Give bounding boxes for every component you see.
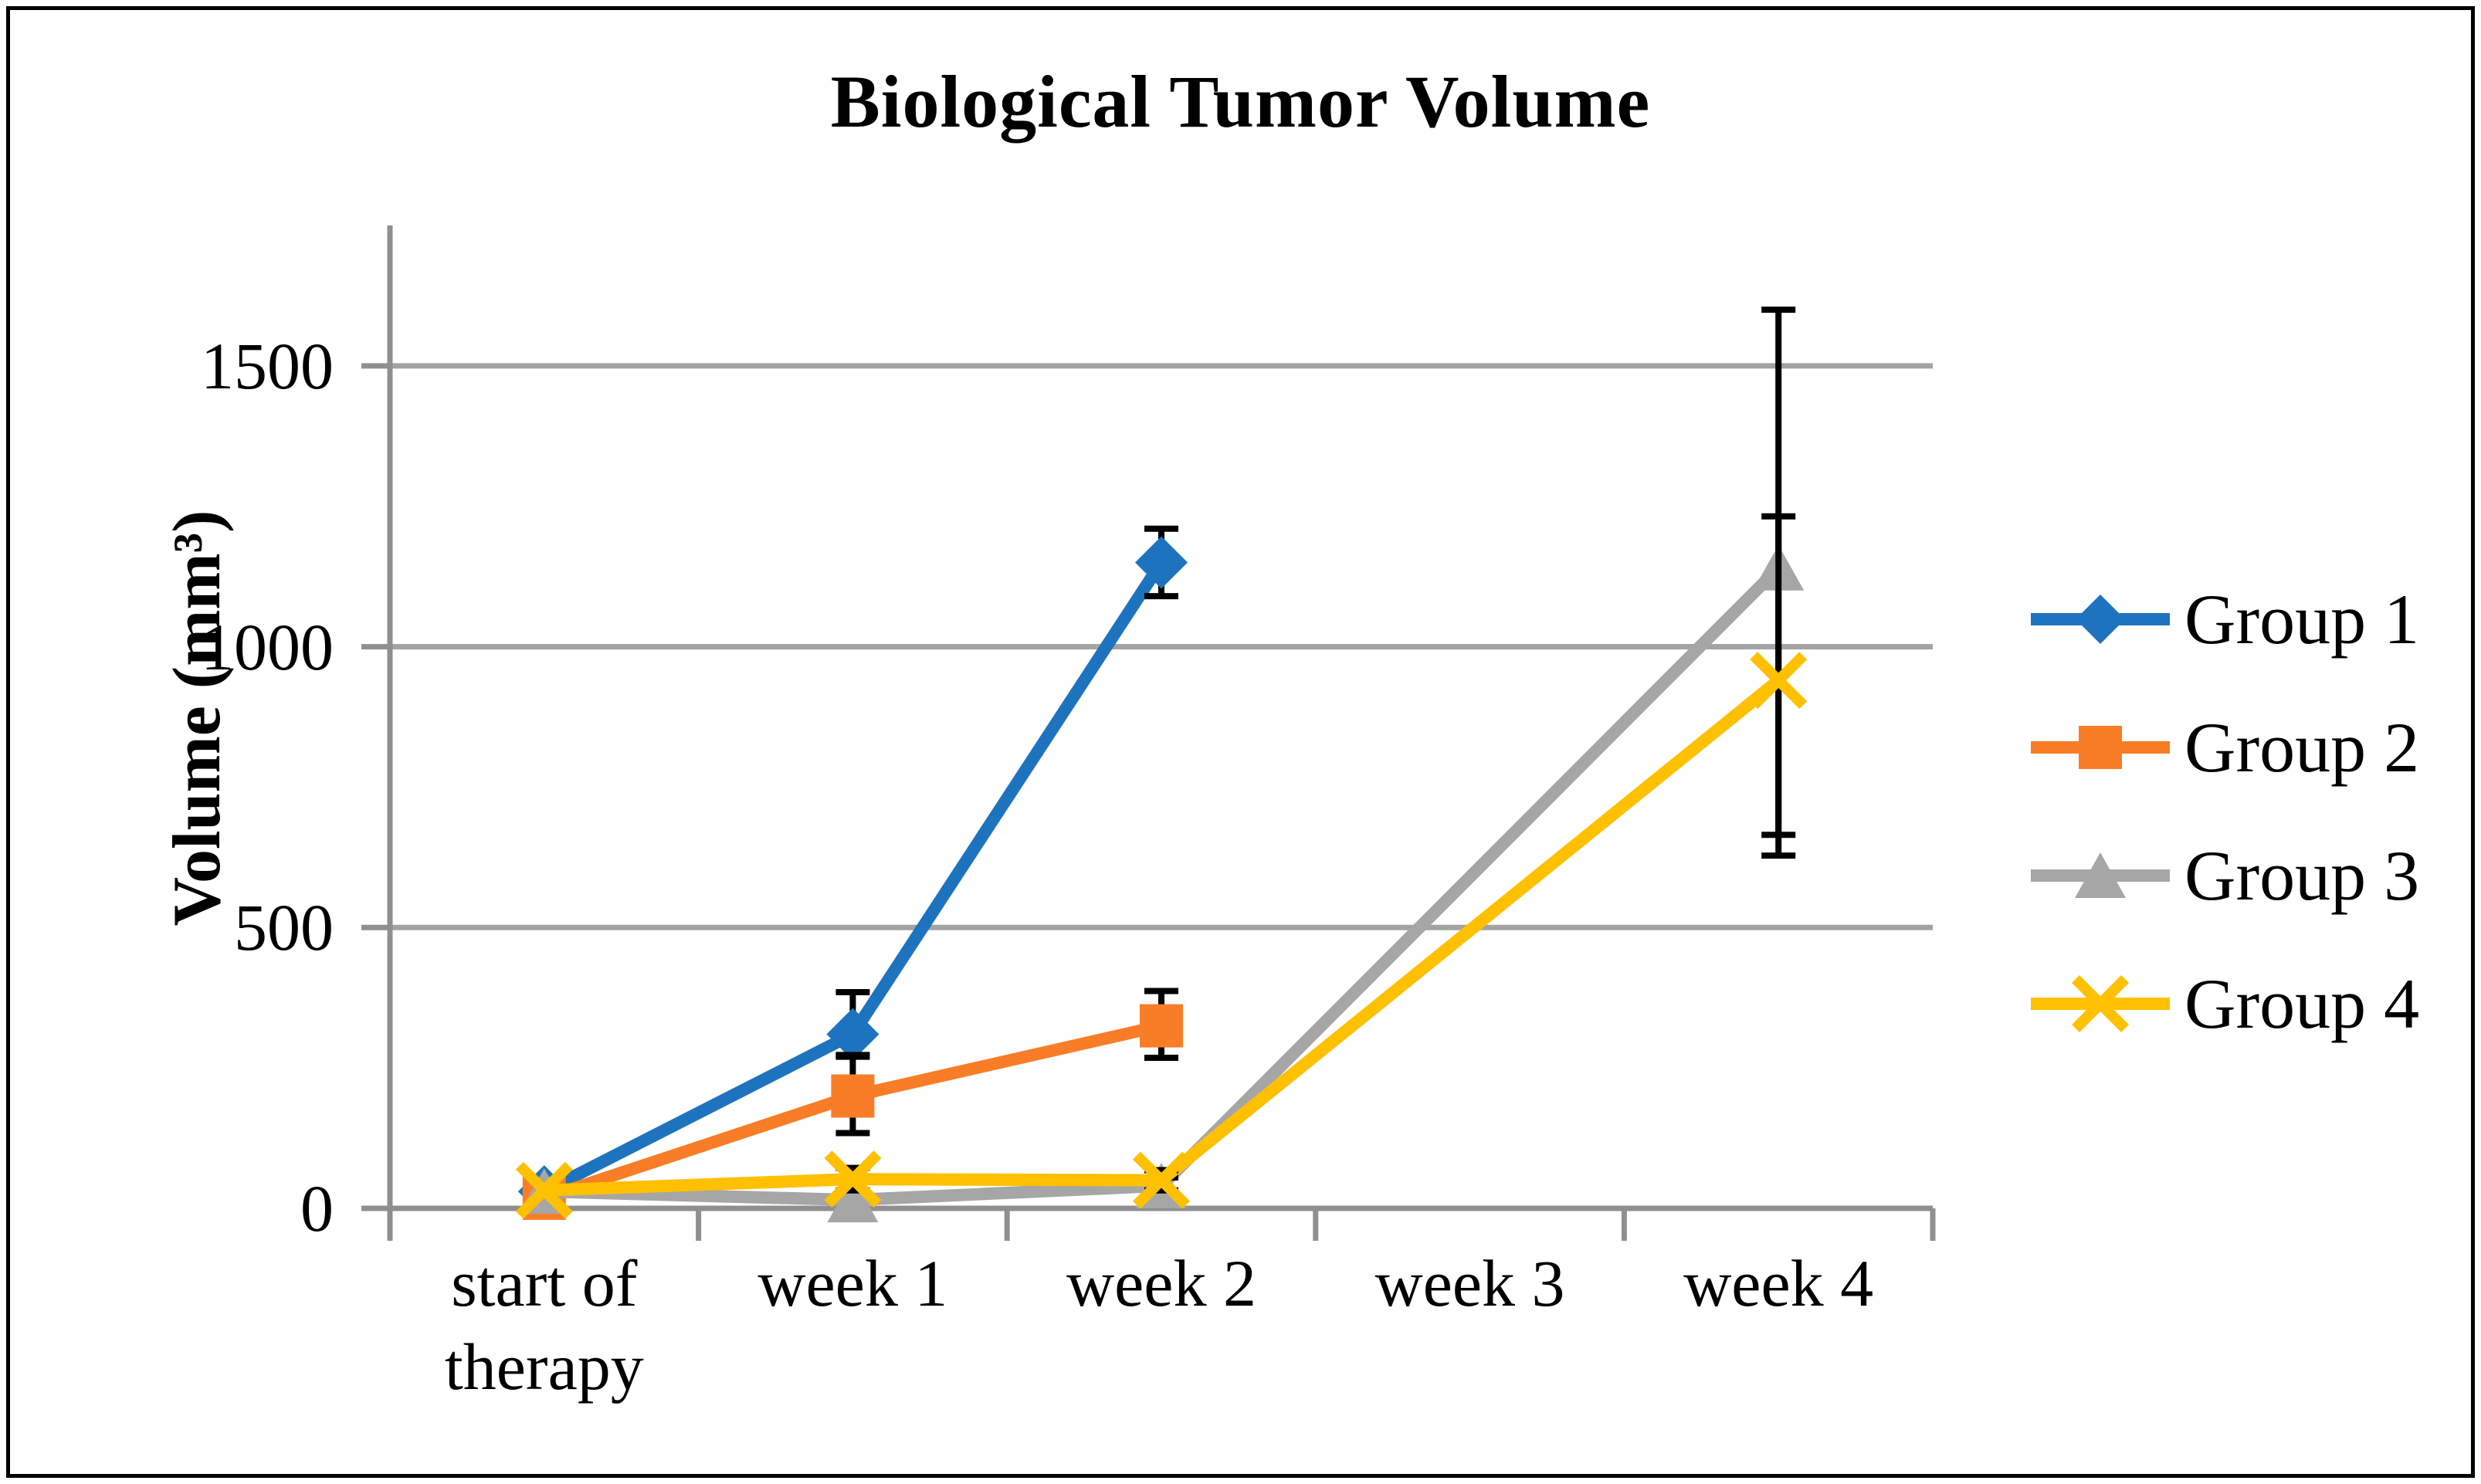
x-category-label: week 4 — [1683, 1246, 1874, 1320]
square-legend-marker-icon — [2031, 726, 2170, 769]
series-group-3-triangle-marker — [827, 1177, 879, 1223]
legend-label: Group 2 — [2184, 708, 2420, 787]
series-line-group-3 — [544, 564, 1783, 1207]
y-tick-label: 0 — [300, 1171, 334, 1245]
series-group-4-x-marker — [1750, 652, 1808, 710]
legend-label: Group 4 — [2184, 964, 2420, 1043]
series-group-4-x-marker — [824, 1150, 882, 1208]
chart-border — [6, 6, 2475, 1478]
series-group-4-x-marker — [515, 1161, 573, 1219]
legend-item-group-1: Group 1 — [2027, 573, 2419, 666]
series-group-1-diamond-marker — [826, 1008, 880, 1061]
series-group-4-x-marker — [1133, 1151, 1190, 1209]
x-category-label: week 1 — [758, 1246, 948, 1320]
series-group-2-square-marker — [831, 1074, 875, 1118]
series-group-1-diamond-marker — [1135, 536, 1188, 589]
legend-item-group-3: Group 3 — [2027, 829, 2419, 922]
legend-label: Group 1 — [2184, 580, 2420, 659]
x-category-label: week 2 — [1066, 1246, 1256, 1320]
y-tick-label: 1500 — [201, 328, 334, 403]
y-tick-label: 1000 — [201, 609, 334, 684]
x-category-label: week 3 — [1374, 1246, 1565, 1320]
triangle-legend-marker-icon — [2031, 852, 2170, 898]
legend-item-group-2: Group 2 — [2027, 701, 2419, 794]
series-line-group-4 — [544, 676, 1783, 1197]
legend-item-group-4: Group 4 — [2027, 957, 2419, 1050]
legend-label: Group 3 — [2184, 836, 2420, 915]
chart-title: Biological Tumor Volume — [830, 60, 1651, 143]
series-group-2-square-marker — [1140, 1004, 1183, 1048]
legend: Group 1 Group 2 Group 3 Group 4 — [2027, 573, 2419, 1050]
x-legend-marker-icon — [2031, 975, 2170, 1032]
y-tick-label: 500 — [234, 890, 334, 965]
x-category-label: start of therapy — [444, 1246, 644, 1404]
diamond-legend-marker-icon — [2031, 595, 2170, 644]
